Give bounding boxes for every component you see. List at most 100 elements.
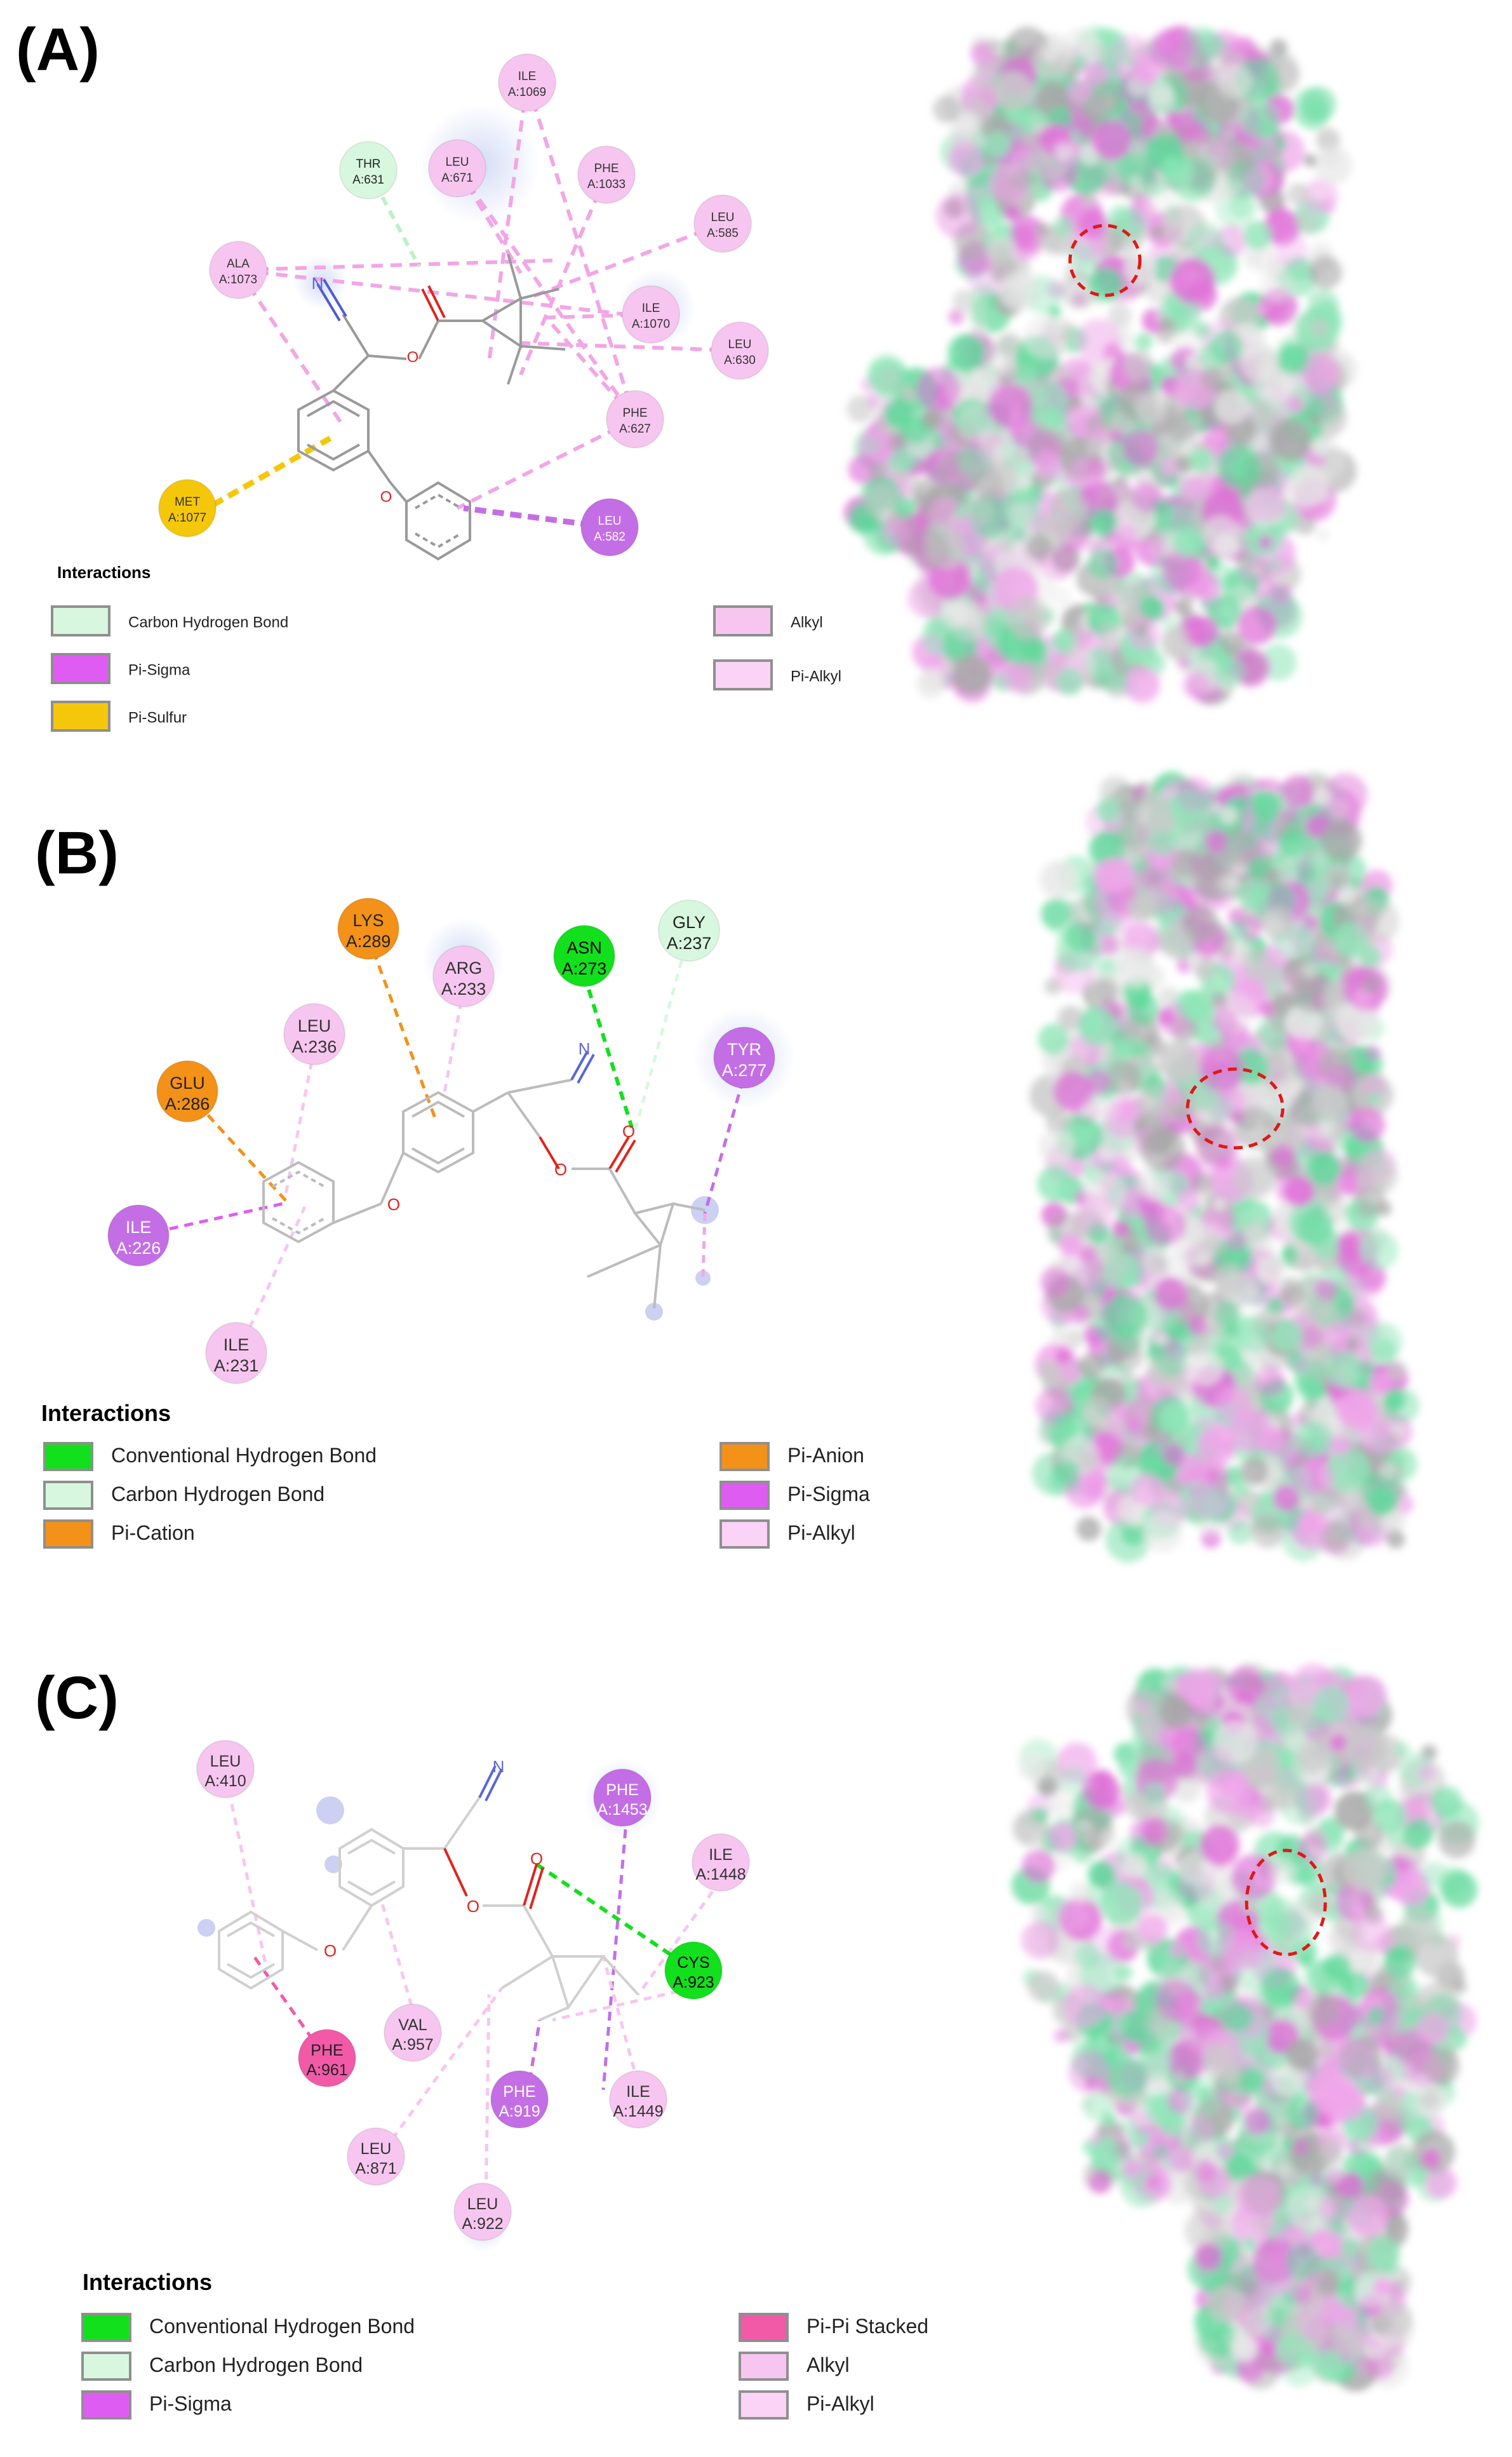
legend-b: Interactions Conventional Hydrogen Bond C… — [41, 1400, 870, 1549]
surface-blob — [1290, 836, 1330, 876]
residue-disc — [453, 2183, 512, 2241]
residue-name: ALA — [227, 257, 250, 271]
surface-blob — [1418, 1764, 1436, 1782]
legend-item: Pi-Sigma — [81, 2390, 232, 2420]
surface-blob — [1330, 874, 1346, 889]
surface-blob — [1268, 558, 1281, 572]
surface-blob — [1292, 2139, 1309, 2155]
surface-blob — [1215, 225, 1248, 257]
surface-blob — [1326, 1063, 1356, 1093]
surface-blob — [1348, 1198, 1362, 1212]
residue-leu-871: LEU A:871 — [347, 2127, 405, 2186]
surface-blob — [987, 38, 1002, 53]
surface-blob — [1116, 524, 1137, 545]
surface-blob — [1338, 1393, 1377, 1432]
surface-blob — [1199, 1046, 1245, 1091]
residue-ile-1070: ILE A:1070 — [622, 285, 680, 344]
surface-blob — [1384, 1389, 1405, 1411]
surface-blob — [1137, 1914, 1168, 1944]
surface-blob — [1135, 1164, 1174, 1201]
residue-id: A:1033 — [587, 178, 626, 191]
residue-cys-923: CYS A:923 — [664, 1941, 723, 2000]
surface-blob — [1048, 105, 1073, 130]
surface-blob — [956, 112, 980, 136]
surface-blob — [1003, 356, 1017, 371]
surface-blob — [1194, 2243, 1222, 2271]
surface-blob — [1213, 1198, 1227, 1213]
surface-blob — [1252, 2238, 1297, 2284]
surface-blob — [1227, 1519, 1253, 1545]
residue-phe-1453: PHE A:1453 — [593, 1768, 652, 1827]
protein-surface-c — [1012, 1663, 1479, 2392]
surface-blob — [1124, 667, 1160, 703]
surface-blob — [1049, 587, 1073, 610]
surface-blob — [1107, 2012, 1130, 2035]
residue-phe-919: PHE A:919 — [490, 2070, 549, 2129]
surface-blob — [998, 271, 1038, 311]
surface-blob — [1018, 1754, 1046, 1781]
residue-name: PHE — [503, 2083, 535, 2101]
surface-blob — [1251, 791, 1282, 822]
surface-blob — [1074, 1195, 1114, 1235]
residue-name: ILE — [626, 2083, 650, 2101]
residue-id: A:627 — [619, 422, 651, 436]
residue-disc — [580, 498, 639, 556]
surface-blob — [1325, 1350, 1363, 1389]
surface-blob — [1296, 1993, 1313, 2010]
legend-label: Pi-Sigma — [149, 2392, 232, 2415]
surface-blob — [1287, 2098, 1319, 2130]
surface-blob — [1255, 301, 1269, 315]
legend-item: Pi-Alkyl — [713, 659, 841, 690]
surface-blob — [1293, 209, 1320, 236]
surface-blob — [1287, 1700, 1313, 1727]
surface-blob — [1289, 1421, 1327, 1459]
surface-blob — [1267, 1780, 1299, 1812]
legend-swatch — [739, 2352, 789, 2381]
surface-blob — [1134, 997, 1149, 1012]
residue-disc — [384, 2003, 442, 2062]
surface-blob — [1280, 2335, 1296, 2352]
surface-blob — [1069, 2050, 1113, 2094]
surface-blob — [1157, 1008, 1175, 1027]
surface-blob — [1339, 2277, 1356, 2296]
legend-title: Interactions — [57, 563, 151, 582]
surface-blob — [1297, 2305, 1333, 2340]
surface-blob — [1151, 225, 1165, 239]
surface-blob — [1128, 175, 1144, 191]
surface-blob — [1125, 466, 1138, 480]
surface-blob — [1154, 1277, 1188, 1310]
residue-name: LEU — [446, 156, 469, 169]
residue-id: A:277 — [722, 1061, 767, 1080]
surface-blob — [951, 654, 992, 695]
residue-val-957: VAL A:957 — [384, 2003, 442, 2062]
surface-blob — [1114, 482, 1131, 499]
surface-blob — [1440, 1871, 1478, 1908]
surface-blob — [1236, 877, 1269, 910]
surface-blobs — [844, 25, 1357, 705]
surface-blob — [970, 97, 993, 121]
surface-blob — [1188, 120, 1211, 144]
surface-blob — [1238, 1206, 1257, 1225]
legend-swatch — [719, 1442, 770, 1471]
surface-blob — [1045, 1109, 1071, 1134]
surface-blob — [1376, 2301, 1413, 2338]
surface-blob — [893, 497, 915, 518]
surface-blob — [971, 467, 1004, 500]
surface-blob — [1194, 473, 1219, 498]
legend-a: Interactions Carbon Hydrogen Bond Pi-Sigm… — [51, 563, 841, 732]
surface-blob — [1323, 2160, 1346, 2183]
surface-blob — [1322, 1521, 1350, 1549]
surface-blob — [862, 435, 882, 455]
surface-blob — [1171, 2070, 1187, 2085]
oxygen-atom-b: O — [554, 1160, 567, 1179]
surface-blob — [1184, 2208, 1230, 2254]
surface-blob — [1052, 629, 1076, 654]
residue-id: A:957 — [392, 2036, 433, 2054]
surface-blob — [1111, 1219, 1130, 1238]
interaction-lines-b — [139, 933, 745, 1354]
surface-blob — [1200, 1825, 1240, 1865]
surface-blob — [1148, 828, 1177, 857]
legend-swatch — [713, 659, 773, 690]
residue-name: VAL — [398, 2016, 427, 2034]
residue-id: A:961 — [306, 2061, 347, 2079]
